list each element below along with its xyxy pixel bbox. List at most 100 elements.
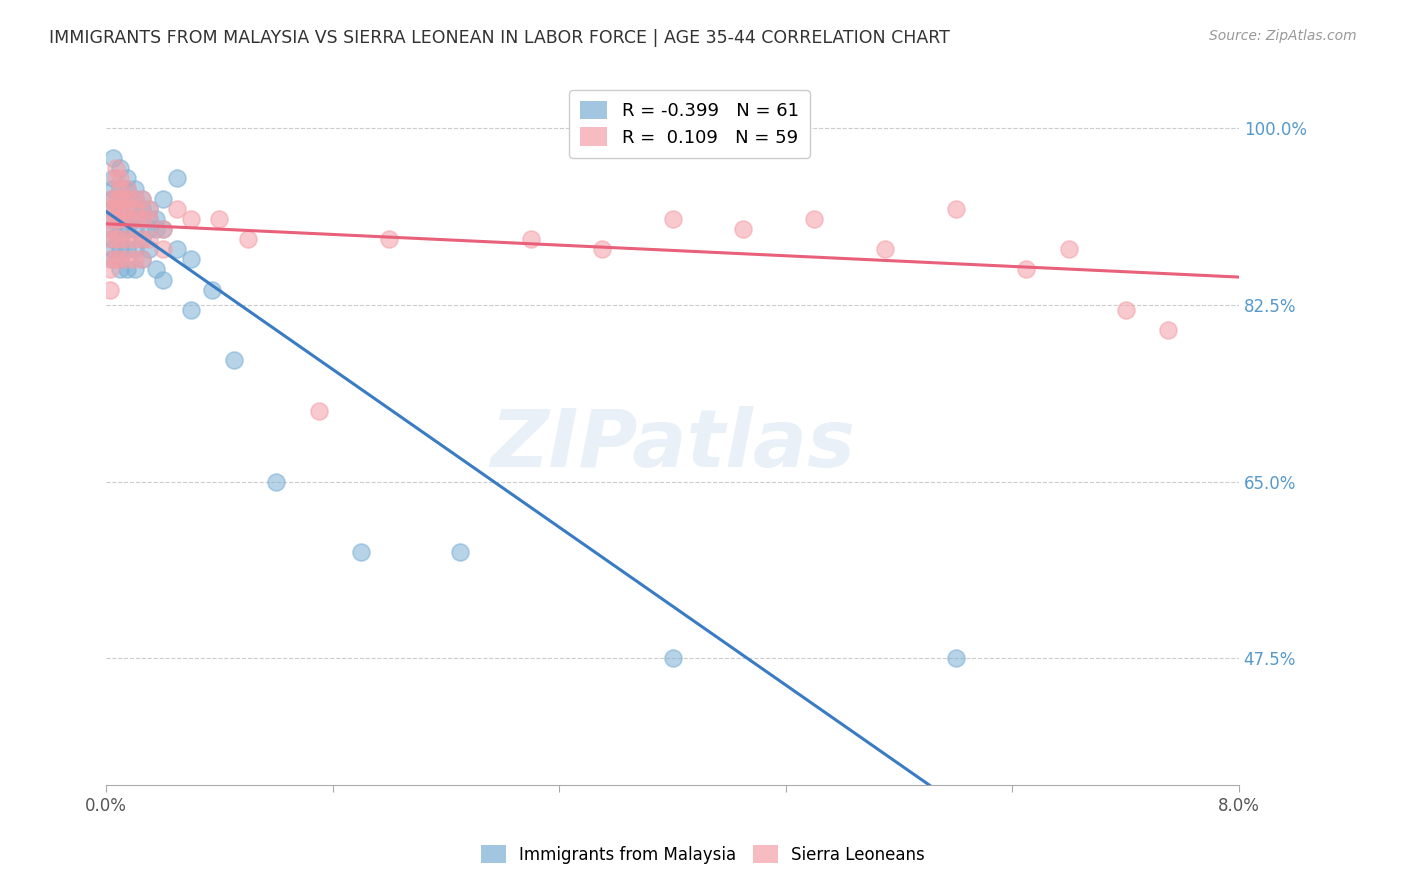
Point [124, 202, 146, 216]
Point [110, 252, 132, 267]
Point [131, 232, 153, 246]
Point [100, 222, 122, 236]
Point [166, 171, 188, 186]
Point [138, 222, 160, 236]
Point [138, 211, 160, 226]
Point [100, 192, 122, 206]
Point [110, 232, 132, 246]
Point [110, 211, 132, 226]
Point [103, 151, 125, 165]
Point [110, 222, 132, 236]
Point [803, 211, 825, 226]
Point [103, 252, 125, 267]
Point [124, 211, 146, 226]
Point [103, 181, 125, 195]
Point [117, 192, 139, 206]
Point [124, 252, 146, 267]
Point [138, 202, 160, 216]
Point [100, 283, 122, 297]
Point [591, 242, 613, 256]
Point [449, 545, 471, 559]
Point [138, 202, 160, 216]
Point [661, 651, 683, 665]
Point [1115, 302, 1137, 317]
Point [110, 211, 132, 226]
Point [873, 242, 896, 256]
Point [100, 211, 122, 226]
Point [308, 404, 330, 418]
Point [945, 651, 967, 665]
Point [110, 181, 132, 195]
Point [138, 211, 160, 226]
Legend: Immigrants from Malaysia, Sierra Leoneans: Immigrants from Malaysia, Sierra Leonean… [474, 838, 932, 871]
Point [110, 202, 132, 216]
Point [117, 192, 139, 206]
Point [264, 475, 287, 489]
Point [131, 211, 153, 226]
Point [117, 232, 139, 246]
Point [350, 545, 373, 559]
Point [103, 171, 125, 186]
Point [222, 353, 245, 368]
Point [105, 192, 128, 206]
Point [124, 262, 146, 277]
Point [180, 302, 202, 317]
Legend: R = -0.399   N = 61, R =  0.109   N = 59: R = -0.399 N = 61, R = 0.109 N = 59 [569, 90, 810, 158]
Point [103, 192, 125, 206]
Point [110, 242, 132, 256]
Point [131, 192, 153, 206]
Point [100, 232, 122, 246]
Point [105, 171, 128, 186]
Point [124, 181, 146, 195]
Point [110, 232, 132, 246]
Point [131, 211, 153, 226]
Point [661, 211, 683, 226]
Point [117, 252, 139, 267]
Point [124, 232, 146, 246]
Point [105, 161, 128, 176]
Point [110, 262, 132, 277]
Point [138, 232, 160, 246]
Point [131, 202, 153, 216]
Point [945, 202, 967, 216]
Text: IMMIGRANTS FROM MALAYSIA VS SIERRA LEONEAN IN LABOR FORCE | AGE 35-44 CORRELATIO: IMMIGRANTS FROM MALAYSIA VS SIERRA LEONE… [49, 29, 950, 46]
Point [145, 222, 167, 236]
Point [1157, 323, 1180, 337]
Point [131, 252, 153, 267]
Point [117, 262, 139, 277]
Point [201, 283, 224, 297]
Point [145, 211, 167, 226]
Point [152, 272, 174, 286]
Point [124, 192, 146, 206]
Point [131, 232, 153, 246]
Point [105, 211, 128, 226]
Point [103, 202, 125, 216]
Point [166, 242, 188, 256]
Point [117, 242, 139, 256]
Point [117, 211, 139, 226]
Point [117, 202, 139, 216]
Point [152, 192, 174, 206]
Point [103, 232, 125, 246]
Text: Source: ZipAtlas.com: Source: ZipAtlas.com [1209, 29, 1357, 43]
Point [117, 171, 139, 186]
Point [110, 252, 132, 267]
Point [100, 262, 122, 277]
Point [117, 181, 139, 195]
Point [117, 211, 139, 226]
Point [124, 192, 146, 206]
Point [105, 202, 128, 216]
Point [152, 242, 174, 256]
Point [100, 202, 122, 216]
Point [166, 202, 188, 216]
Point [145, 262, 167, 277]
Point [152, 222, 174, 236]
Point [180, 252, 202, 267]
Point [1015, 262, 1038, 277]
Point [1057, 242, 1080, 256]
Point [110, 171, 132, 186]
Point [208, 211, 231, 226]
Point [180, 211, 202, 226]
Point [378, 232, 401, 246]
Text: ZIPatlas: ZIPatlas [491, 406, 855, 484]
